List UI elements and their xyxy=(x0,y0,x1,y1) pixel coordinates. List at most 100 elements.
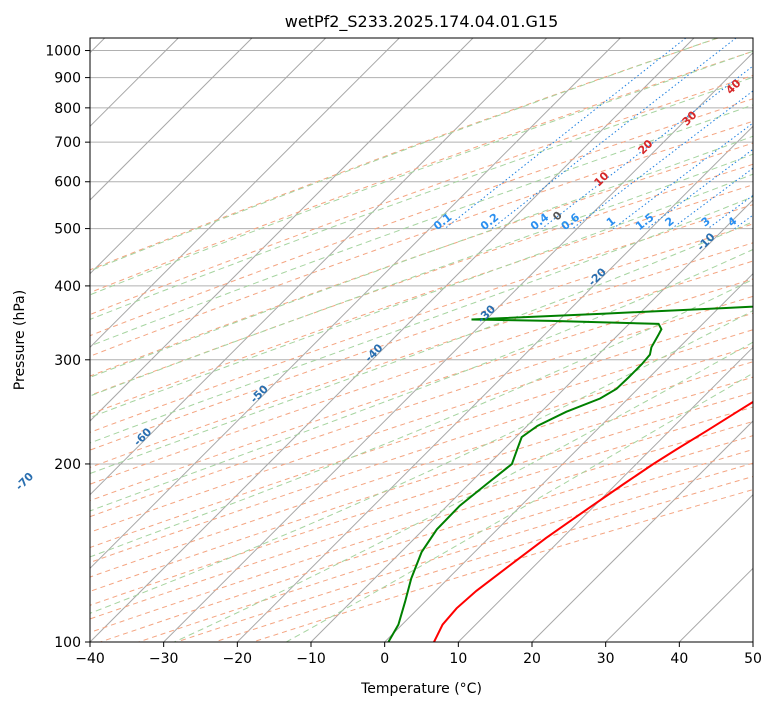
dry-adiabat-line xyxy=(90,50,753,294)
dry-adiabat-line xyxy=(90,361,753,578)
skewed-isotherms xyxy=(90,38,753,642)
moist-adiabat-line xyxy=(90,310,753,614)
x-tick-label: 50 xyxy=(744,651,762,667)
y-axis-title: Pressure (hPa) xyxy=(12,290,28,390)
x-tick-label: −40 xyxy=(75,651,105,667)
mixing-ratio-line xyxy=(612,122,753,229)
dry-adiabat-label: -40 xyxy=(362,341,385,364)
dry-adiabat-line xyxy=(90,242,753,468)
moist-adiabat-label: 10 xyxy=(592,169,612,189)
dry-adiabat-line xyxy=(90,391,753,606)
dry-adiabat-line xyxy=(100,435,753,642)
moist-adiabats xyxy=(90,38,753,642)
y-tick-label: 1000 xyxy=(45,44,81,60)
moist-adiabat-line xyxy=(90,135,753,378)
x-tick-label: −30 xyxy=(149,651,179,667)
dry-adiabat-line xyxy=(90,345,753,564)
dry-adiabat-line xyxy=(90,74,753,316)
isotherm-line xyxy=(531,420,753,642)
isotherm-line xyxy=(678,567,753,642)
dry-adiabat-line xyxy=(90,420,753,633)
chart-title: wetPf2_S233.2025.174.04.01.G15 xyxy=(285,12,559,32)
mixing-ratio-line xyxy=(541,65,753,229)
mixing-ratio-label: 0.4 xyxy=(528,211,552,233)
moist-adiabat-line xyxy=(90,278,753,558)
temperature-profile-line xyxy=(433,400,753,642)
dry-adiabat-line xyxy=(90,223,753,451)
dry-adiabat-line xyxy=(90,184,753,415)
y-tick-label: 700 xyxy=(54,135,81,151)
moist-adiabat-line xyxy=(90,104,753,347)
moist-adiabat-line xyxy=(90,50,753,296)
x-tick-label: 20 xyxy=(523,651,541,667)
mixing-ratio-line xyxy=(671,167,753,229)
y-tick-label: 200 xyxy=(54,457,81,473)
x-axis-title: Temperature (°C) xyxy=(360,681,482,697)
dry-adiabat-label: -60 xyxy=(131,425,154,448)
isotherm-line xyxy=(90,38,400,349)
moist-adiabat-line xyxy=(90,38,718,272)
dry-adiabat-line xyxy=(90,120,753,357)
dry-adiabat-line xyxy=(90,204,753,433)
mixing-ratio-line xyxy=(707,194,753,230)
x-tick-label: −10 xyxy=(296,651,326,667)
isotherm-line xyxy=(457,346,753,642)
plot-area xyxy=(90,38,753,642)
y-tick-label: 800 xyxy=(54,101,81,117)
dry-adiabat-line xyxy=(90,376,753,592)
moist-adiabat-line xyxy=(90,221,753,475)
x-tick-label: 0 xyxy=(380,651,389,667)
isotherm-line xyxy=(90,38,474,422)
dry-adiabat-label: -70 xyxy=(13,470,36,493)
dry-adiabat-line xyxy=(90,329,753,549)
plot-frame xyxy=(89,37,754,643)
y-axis-ticks: 1000 900 800 700 600 500 400 300 200 100 xyxy=(45,44,90,651)
isotherm-line xyxy=(90,38,695,642)
pressure-gridlines xyxy=(90,50,753,642)
isotherm-line xyxy=(752,641,753,642)
dry-adiabat-line xyxy=(90,312,753,533)
isotherm-line xyxy=(163,51,753,642)
isotherm-line xyxy=(90,38,327,275)
mixing-ratio-lines xyxy=(444,38,753,230)
y-tick-label: 100 xyxy=(54,635,81,651)
mixing-ratio-label: 0.6 xyxy=(559,210,583,232)
x-axis-ticks: −40 −30 −20 −10 0 10 20 30 40 50 xyxy=(75,642,762,667)
isotherm-line xyxy=(90,38,253,201)
x-tick-label: 10 xyxy=(449,651,467,667)
mixing-ratio-label: 1 xyxy=(604,214,618,229)
moist-adiabat-line xyxy=(90,196,753,444)
dry-adiabats xyxy=(90,38,753,642)
isotherm-line xyxy=(236,125,753,642)
y-tick-label: 600 xyxy=(54,175,81,191)
y-tick-label: 400 xyxy=(54,279,81,295)
dry-adiabat-label: -30 xyxy=(475,302,498,325)
moist-adiabat-line xyxy=(173,341,753,642)
dry-adiabat-line xyxy=(90,38,719,271)
y-tick-label: 900 xyxy=(54,71,81,87)
profile-series xyxy=(387,305,753,642)
mixing-ratio-line xyxy=(572,90,753,229)
mixing-ratio-line xyxy=(734,214,753,230)
dewpoint-profile-line xyxy=(387,305,753,642)
dry-adiabat-label: -10 xyxy=(694,230,717,253)
isotherm-line xyxy=(90,38,548,496)
mixing-ratio-label: 0.2 xyxy=(478,211,501,233)
y-tick-label: 300 xyxy=(54,353,81,369)
dry-adiabat-line xyxy=(90,278,753,502)
dry-adiabat-line xyxy=(90,98,753,337)
dry-adiabat-line xyxy=(90,142,753,377)
moist-adiabat-line xyxy=(90,76,753,320)
mixing-ratio-label: 4 xyxy=(725,214,739,229)
moist-adiabat-line xyxy=(90,248,753,512)
moist-adiabat-line xyxy=(90,173,753,419)
isotherm-line xyxy=(384,272,753,642)
moist-adiabat-label: 30 xyxy=(680,108,700,128)
x-tick-label: 30 xyxy=(597,651,615,667)
moist-adiabat-line xyxy=(285,372,753,642)
dry-adiabat-line xyxy=(90,295,753,518)
x-tick-label: −20 xyxy=(223,651,253,667)
dry-adiabat-line xyxy=(90,260,753,485)
mixing-ratio-label: 1.5 xyxy=(633,211,656,233)
